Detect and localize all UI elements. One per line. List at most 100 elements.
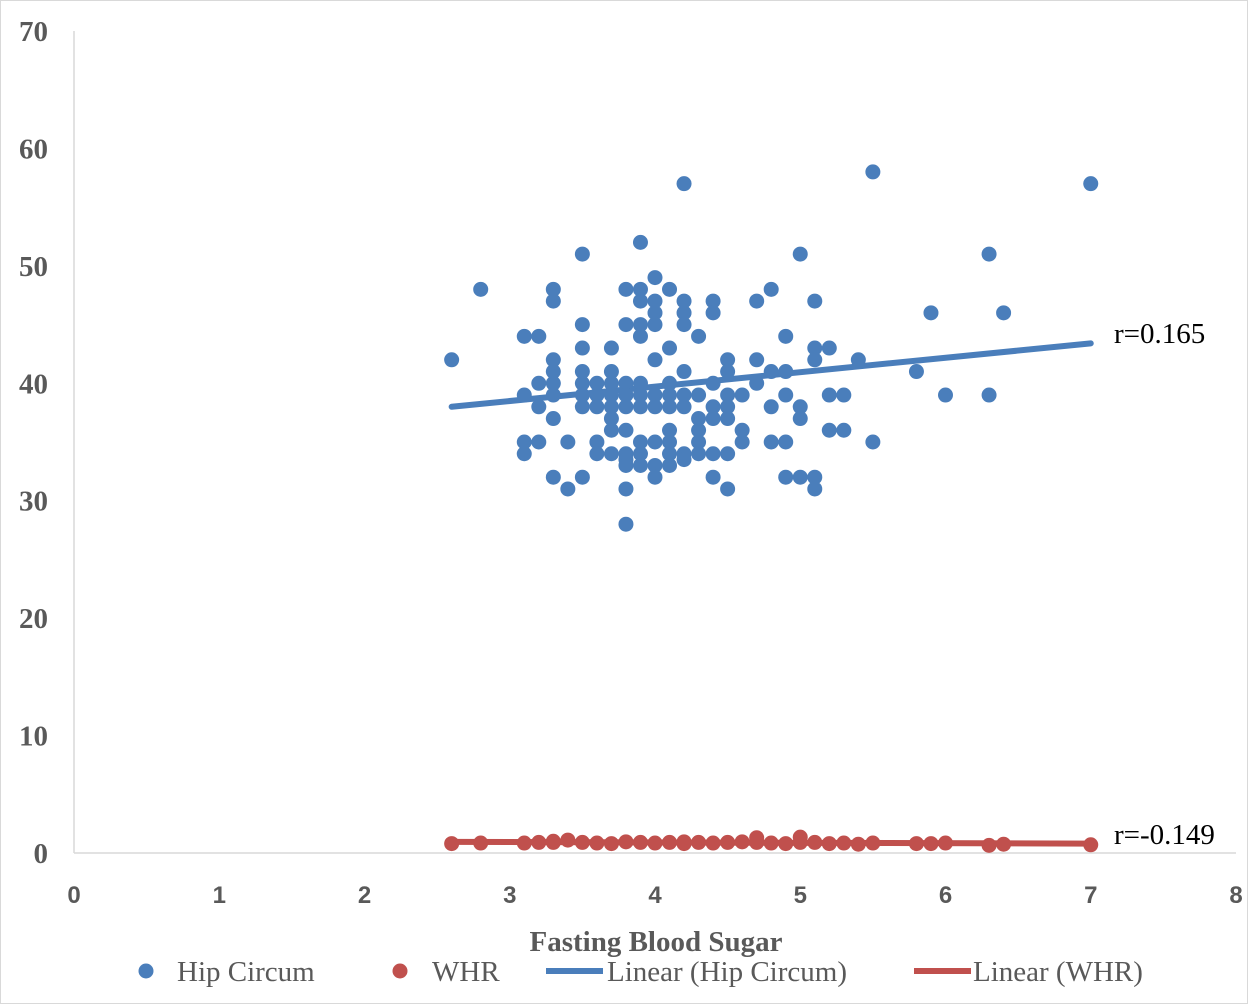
hip-circum-point	[662, 375, 678, 391]
whr-point	[1083, 837, 1099, 853]
hip-circum-point	[589, 399, 605, 415]
hip-circum-point	[618, 281, 634, 297]
hip-circum-point	[545, 387, 561, 403]
hip-circum-point	[647, 469, 663, 485]
whr-point	[807, 834, 823, 850]
hip-circum-point	[574, 364, 590, 380]
hip-circum-point	[792, 246, 808, 262]
hip-circum-point	[676, 452, 692, 468]
whr-point	[444, 836, 460, 852]
x-tick-label: 8	[1229, 882, 1242, 909]
y-tick-label: 10	[19, 721, 48, 753]
whr-point	[603, 836, 619, 852]
hip-circum-point	[516, 387, 532, 403]
hip-circum-point	[763, 399, 779, 415]
hip-circum-point	[473, 281, 489, 297]
hip-circum-point	[720, 446, 736, 462]
whr-point	[560, 832, 576, 848]
hip-circum-point	[632, 328, 648, 344]
hip-circum-point	[691, 411, 707, 427]
x-tick-label: 6	[939, 882, 952, 909]
x-axis-label: Fasting Blood Sugar	[530, 926, 783, 958]
hip-circum-point	[545, 469, 561, 485]
whr-point	[763, 835, 779, 851]
x-tick-label: 5	[794, 882, 807, 909]
hip-circum-point	[691, 434, 707, 450]
hip-circum-point	[720, 364, 736, 380]
hip-circum-point	[574, 469, 590, 485]
hip-circum-point	[996, 305, 1012, 321]
hip-circum-point	[676, 176, 692, 192]
hip-circum-point	[560, 481, 576, 497]
hip-circum-point	[923, 305, 939, 321]
hip-circum-point	[836, 387, 852, 403]
hip-circum-point	[807, 293, 823, 309]
y-tick-label: 30	[19, 486, 48, 518]
hip-circum-point	[792, 469, 808, 485]
hip-circum-point	[603, 411, 619, 427]
whr-point	[778, 836, 794, 852]
hip-circum-point	[589, 446, 605, 462]
whr-point	[850, 836, 866, 852]
hip-circum-point	[603, 375, 619, 391]
legend-item: Linear (Hip Circum)	[546, 956, 847, 988]
hip-circum-point	[647, 270, 663, 286]
hip-circum-point	[720, 399, 736, 415]
hip-circum-point	[618, 375, 634, 391]
hip-circum-point	[705, 375, 721, 391]
x-tick-label: 7	[1084, 882, 1097, 909]
hip-circum-point	[662, 446, 678, 462]
hip-circum-point	[908, 364, 924, 380]
hip-circum-point	[662, 281, 678, 297]
hip-circum-point	[647, 434, 663, 450]
hip-circum-point	[545, 375, 561, 391]
hip-circum-point	[734, 387, 750, 403]
hip-circum-point	[647, 305, 663, 321]
hip-circum-point	[647, 387, 663, 403]
hip-circum-point	[444, 352, 460, 368]
hip-circum-point	[662, 340, 678, 356]
y-tick-label: 0	[34, 838, 49, 870]
whr-point	[981, 837, 997, 853]
hip-circum-point	[734, 434, 750, 450]
hip-circum-point	[705, 399, 721, 415]
hip-circum-point	[574, 387, 590, 403]
x-tick-label: 3	[503, 882, 516, 909]
hip-circum-point	[632, 434, 648, 450]
hip-circum-point	[545, 364, 561, 380]
hip-circum-point	[647, 399, 663, 415]
hip-circum-point	[763, 434, 779, 450]
hip-circum-point	[720, 352, 736, 368]
hip-circum-point	[763, 281, 779, 297]
hip-circum-point	[691, 422, 707, 438]
hip-circum-point	[603, 364, 619, 380]
hip-circum-point	[647, 457, 663, 473]
whr-point	[531, 834, 547, 850]
hip-circum-point	[676, 387, 692, 403]
hip-circum-point	[516, 446, 532, 462]
hip-circum-point	[589, 434, 605, 450]
whr-point	[792, 834, 808, 850]
hip-circum-point	[531, 434, 547, 450]
hip-circum-point	[705, 305, 721, 321]
whr-point	[618, 834, 634, 850]
hip-circum-point	[632, 457, 648, 473]
hip-circum-point	[632, 281, 648, 297]
hip-circum-point	[589, 387, 605, 403]
hip-circum-point	[807, 340, 823, 356]
legend-label: Linear (Hip Circum)	[607, 956, 847, 988]
legend-marker	[138, 963, 154, 979]
hip-circum-point	[647, 352, 663, 368]
hip-circum-point	[850, 352, 866, 368]
hip-circum-point	[662, 399, 678, 415]
hip-circum-point	[632, 375, 648, 391]
hip-circum-point	[632, 387, 648, 403]
legend-label: Hip Circum	[177, 956, 315, 988]
hip-circum-point	[574, 246, 590, 262]
hip-circum-point	[662, 387, 678, 403]
whr-point	[705, 835, 721, 851]
hip-circum-point	[734, 422, 750, 438]
y-tick-label: 50	[19, 251, 48, 283]
hip-circum-point	[574, 399, 590, 415]
hip-circum-point	[981, 246, 997, 262]
